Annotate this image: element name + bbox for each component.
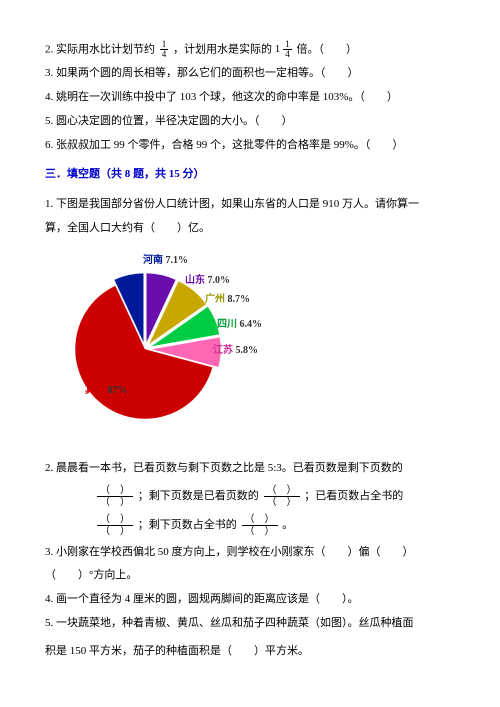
fill2-text-d: 。	[282, 519, 293, 531]
fill2-text-c: ；剩下页数占全书的	[138, 519, 237, 531]
fill-5-line1: 5. 一块蔬菜地，种着青椒、黄瓜、丝瓜和茄子四种蔬菜（如图）。丝瓜种植面	[45, 614, 455, 634]
bracket-fraction: （ ） （ ）	[97, 514, 133, 537]
question-6: 6. 张叔叔加工 99 个零件，合格 99 个，这批零件的合格率是 99%。（ …	[45, 136, 455, 156]
section-title: 三．填空题（共 8 题，共 15 分）	[45, 165, 455, 185]
mixed-1-1-4: 1 1 4	[275, 40, 294, 60]
chart-label: 山东 7.0%	[185, 272, 230, 290]
pie-chart: 河南 7.1% 山东 7.0%广州 8.7% 四川 6.4% 江苏 5.8% 其他 87…	[75, 254, 295, 444]
fill2-text-b: ；已看页数占全书的	[304, 490, 403, 502]
fill-2-sub1: （ ） （ ） ；剩下页数是已看页数的 （ ） （ ） ；已看页数占全书的	[45, 485, 455, 508]
fill-1-line2: 算，全国人口大约有（ ）亿。	[45, 219, 455, 239]
chart-label: 江苏 5.8%	[213, 342, 258, 360]
question-3: 3. 如果两个圆的周长相等，那么它们的面积也一定相等。（ ）	[45, 64, 455, 84]
question-2: 2. 实际用水比计划节约 1 4 ，计划用水是实际的 1 1 4 倍。（ ）	[45, 40, 455, 60]
fill2-text-a: ；剩下页数是已看页数的	[138, 490, 259, 502]
bracket-fraction: （ ） （ ）	[264, 485, 300, 508]
bracket-fraction: （ ） （ ）	[97, 485, 133, 508]
fill-4: 4. 画一个直径为 4 厘米的圆，圆规两脚间的距离应该是（ ）。	[45, 590, 455, 610]
fill-5-line2: 积是 150 平方米，茄子的种植面积是（ ）平方米。	[45, 642, 455, 662]
q2-prefix: 2. 实际用水比计划节约	[45, 43, 155, 55]
q2-mid: ，计划用水是实际的	[173, 43, 272, 55]
question-5: 5. 圆心决定圆的位置，半径决定圆的大小。（ ）	[45, 112, 455, 132]
question-4: 4. 姚明在一次训练中投中了 103 个球，他这次的命中率是 103%。（ ）	[45, 88, 455, 108]
fill-3-line2: （ ）°方向上。	[45, 566, 455, 586]
chart-label: 河南 7.1%	[143, 252, 188, 270]
chart-label: 广州 8.7%	[205, 291, 250, 309]
chart-label: 四川 6.4%	[217, 316, 262, 334]
fill-2-main: 2. 晨晨看一本书，已看页数与剩下页数之比是 5:3。已看页数是剩下页数的	[45, 459, 455, 479]
bracket-fraction: （ ） （ ）	[242, 514, 278, 537]
fill-3-line1: 3. 小刚家在学校西偏北 50 度方向上，则学校在小刚家东（ ）偏（ ）	[45, 543, 455, 563]
fill-1-line1: 1. 下图是我国部分省份人口统计图，如果山东省的人口是 910 万人。请你算一	[45, 195, 455, 215]
chart-label: 其他 87%	[85, 382, 128, 400]
q2-suffix: 倍。（ ）	[297, 43, 358, 55]
fraction-1-4: 1 4	[160, 40, 169, 59]
fill-2-sub2: （ ） （ ） ；剩下页数占全书的 （ ） （ ） 。	[45, 514, 455, 537]
